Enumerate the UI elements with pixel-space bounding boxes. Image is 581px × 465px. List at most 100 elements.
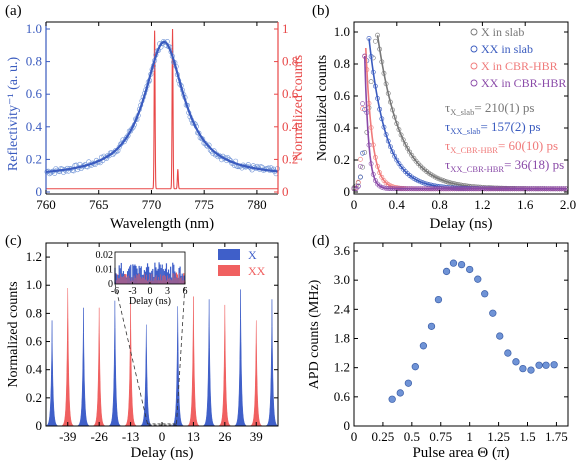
data-point (466, 265, 474, 274)
panel-b: 0 0.4 0.8 1.2 1.6 2.0 0 0.2 0.4 0.6 0.8 1.0 Delay (n… (312, 3, 576, 232)
x-axis-label: Wavelength (nm) (110, 216, 214, 232)
coincidence-peak (124, 302, 137, 427)
coincidence-peak (61, 288, 74, 427)
data-point (457, 260, 466, 269)
legend-marker (470, 79, 478, 87)
tau-symbol: τ (445, 100, 450, 115)
lifetime-annotation: τXX_CBR-HBR= 36(18) ps (445, 157, 564, 174)
decay-point (415, 178, 421, 184)
x-tick-label: 770 (142, 197, 162, 212)
tau-symbol: τ (445, 119, 450, 134)
data-point (535, 361, 543, 369)
inset-y-tick-label: 0 (108, 279, 113, 290)
legend-swatch (218, 249, 240, 260)
decay-point (358, 156, 363, 162)
reflectivity-point (112, 148, 118, 154)
y-tick-label: 0.4 (334, 120, 351, 135)
tau-value: = 157(2) ps (480, 119, 540, 134)
x-tick-label: 13 (187, 429, 200, 444)
y-tick-label: 0 (344, 184, 351, 199)
data-point (519, 364, 527, 373)
decay-point (362, 150, 368, 155)
data-point (396, 389, 404, 397)
data-point (427, 322, 436, 331)
decay-point (364, 129, 370, 135)
y-tick-label: 3.0 (334, 272, 350, 287)
panel-label: (b) (312, 3, 330, 19)
legend-entry: XX in slab (481, 42, 533, 56)
inset-y-tick-label: 0.01 (96, 264, 114, 275)
lifetime-annotation: τX_slab= 210(1) ps (445, 100, 534, 117)
data-point (542, 361, 550, 369)
decay-point (360, 106, 365, 111)
data-point (496, 332, 504, 340)
x-tick-label: -13 (122, 429, 139, 444)
decay-point (358, 163, 363, 169)
x-tick-label: 760 (36, 197, 56, 212)
decay-point (372, 38, 378, 44)
legend-entry: X in slab (481, 25, 524, 39)
inset-x-axis-label: Delay (ns) (129, 296, 171, 307)
data-point (434, 295, 443, 304)
tau-value: = 36(18) ps (504, 157, 564, 172)
y-axis-label: APD counts (MHz) (307, 279, 322, 389)
reflectivity-point (116, 144, 122, 150)
legend-entry: X in CBR-HBR (481, 59, 558, 73)
left-y-tick-label: 0.2 (26, 151, 42, 166)
decay-point (400, 137, 406, 143)
decay-point (407, 149, 413, 155)
x-tick-label: 1.75 (545, 429, 568, 444)
right-y-tick-label: 0.2 (282, 151, 298, 166)
panel-c: -39 -26 -13 0 13 26 39 0 0.2 0.4 0.6 0.8 1.0 1.2 Delay… (5, 233, 279, 461)
data-point (388, 395, 396, 403)
x-tick-label: 39 (250, 429, 263, 444)
y-tick-label: 0.2 (26, 390, 42, 405)
x-tick-label: 0 (351, 197, 358, 212)
decay-point (435, 175, 440, 181)
emission-spectrum-line (46, 28, 278, 190)
inset-x-tick-label: 0 (148, 286, 153, 297)
inset-x-tick-label: -3 (128, 286, 136, 297)
legend-entry: XX (248, 264, 266, 278)
right-y-tick-label: 0.4 (282, 119, 299, 134)
y-tick-label: 0.6 (334, 389, 351, 404)
data-point (474, 275, 482, 283)
x-tick-label: 0.8 (431, 197, 447, 212)
y-tick-label: 0.4 (26, 362, 43, 377)
tau-value: = 210(1) ps (474, 100, 534, 115)
right-y-tick-label: 0.6 (282, 86, 299, 101)
data-point (449, 259, 458, 267)
legend-marker (470, 62, 478, 70)
right-y-tick-label: 0.8 (282, 54, 298, 69)
legend-swatch (218, 265, 240, 276)
y-tick-label: 0 (344, 418, 351, 433)
tau-value: = 60(10) ps (498, 138, 558, 153)
decay-point (405, 145, 410, 151)
zoom-connector-right (176, 283, 186, 424)
coincidence-peak (108, 300, 122, 427)
y-axis-label: Normalized counts (315, 55, 330, 161)
x-tick-label: 2.0 (560, 197, 576, 212)
tau-symbol: τ (445, 157, 450, 172)
legend-entry: XX in CBR-HBR (481, 76, 566, 90)
y-axis-label: Normalized counts (6, 281, 21, 387)
x-tick-label: 0.75 (429, 429, 452, 444)
x-tick-label: 0.4 (389, 197, 406, 212)
plot-frame (353, 242, 569, 427)
x-tick-label: 765 (89, 197, 109, 212)
x-tick-label: 0 (351, 429, 358, 444)
x-tick-label: 1.5 (519, 429, 535, 444)
y-tick-label: 1.2 (26, 249, 42, 264)
right-y-axis-label: Normalized counts (291, 55, 306, 161)
coincidence-peak (203, 299, 216, 427)
panel-label: (c) (5, 233, 22, 249)
x-tick-label: -26 (90, 429, 108, 444)
y-tick-label: 1.0 (26, 277, 42, 292)
x-axis-label: Delay (ns) (430, 216, 493, 232)
coincidence-peak (234, 289, 247, 427)
left-y-tick-label: 1.0 (26, 21, 42, 36)
data-point (442, 267, 451, 276)
right-y-tick-label: 0 (282, 184, 289, 199)
lifetime-annotation: τX_CBR-HBR= 60(10) ps (445, 138, 558, 155)
data-point (481, 290, 489, 298)
